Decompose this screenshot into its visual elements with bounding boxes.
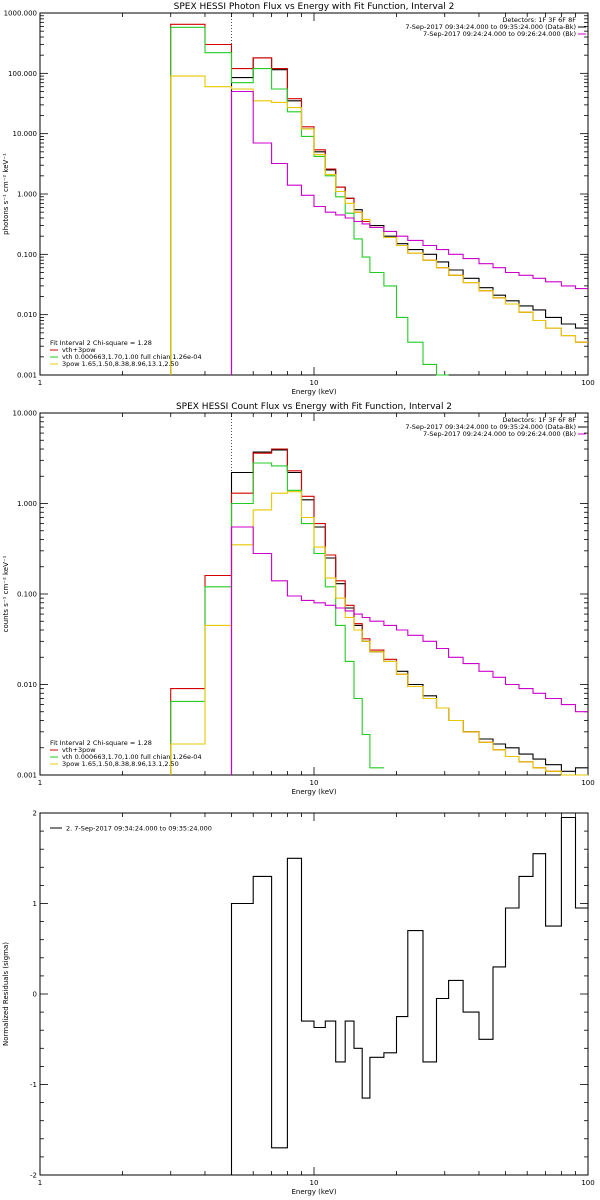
legend-text-residual: 2. 7-Sep-2017 09:34:24.000 to 09:35:24.0…: [66, 825, 212, 833]
info-text-top: 7-Sep-2017 09:34:24.000 to 09:35:24.000 …: [405, 23, 576, 31]
x-tick-label: 10: [310, 779, 319, 787]
legend-text: vth+3pow: [62, 346, 96, 354]
y-tick-label: -2: [30, 1172, 37, 1180]
y-tick-label: 1.000: [17, 500, 37, 508]
y-tick-label: 1: [33, 900, 37, 908]
legend-text: vth+3pow: [62, 746, 96, 754]
series-histogram-000000: [230, 816, 589, 1175]
series-histogram-cc00cc: [230, 526, 588, 775]
info-text-top: 7-Sep-2017 09:24:24.000 to 09:26:24.000 …: [423, 30, 576, 38]
x-tick-label: 100: [581, 1179, 594, 1187]
y-axis-label: photons s⁻¹ cm⁻² keV⁻¹: [2, 153, 10, 235]
info-text-top: Detectors: 1F 3F 6F 8F: [502, 416, 576, 424]
series-histogram-cc00cc: [230, 90, 588, 375]
info-text-top: 7-Sep-2017 09:24:24.000 to 09:26:24.000 …: [423, 430, 576, 438]
legend-text: vth 0.000663,1.70,1.00 full chian 1.26e-…: [62, 753, 202, 761]
y-tick-label: -1: [30, 1081, 37, 1089]
residuals-panel: 1 10 100 -2 -1 0 1 2 Energy (keV) Normalized Resi…: [2, 810, 595, 1197]
y-tick-label: 10.000: [13, 410, 38, 418]
y-tick-label: 0.001: [17, 372, 37, 380]
info-text-top: Detectors: 1F 3F 6F 8F: [502, 16, 576, 24]
count-flux-panel: 1 10 100 0.001 0.010 0.100 1.000 10.000 SPEX HES…: [2, 402, 595, 796]
y-tick-label: 0.100: [17, 251, 37, 259]
legend-text: vth 0.000663,1.70,1.00 full chian 1.26e-…: [62, 353, 202, 361]
legend-text: 3pow 1.65,1.50,8.38,8.96,13.1,2.50: [62, 360, 179, 368]
fit-info-text: Fit Interval 2 Chi-square = 1.28: [50, 339, 152, 347]
info-text-top: 7-Sep-2017 09:34:24.000 to 09:35:24.000 …: [405, 423, 576, 431]
y-axis-label: Normalized Residuals (sigma): [2, 942, 10, 1046]
y-tick-label: 0: [33, 991, 37, 999]
x-axis-label: Energy (keV): [291, 388, 336, 396]
x-axis-label: Energy (keV): [291, 1188, 336, 1196]
legend-text: 3pow 1.65,1.50,8.38,8.96,13.1,2.50: [62, 760, 179, 768]
y-tick-label: 10.000: [13, 130, 38, 138]
y-tick-label: 100.000: [8, 70, 37, 78]
y-tick-label: 1000.000: [4, 10, 37, 18]
x-tick-label: 1: [38, 1179, 42, 1187]
y-tick-label: 1.000: [17, 191, 37, 199]
chart-title: SPEX HESSI Count Flux vs Energy with Fit…: [176, 402, 452, 412]
y-tick-label: 2: [33, 810, 37, 818]
x-tick-label: 10: [310, 1179, 319, 1187]
series-histogram-e6c800: [170, 75, 588, 375]
fit-info-text: Fit Interval 2 Chi-square = 1.28: [50, 739, 152, 747]
x-tick-label: 1: [38, 779, 42, 787]
y-tick-label: 0.001: [17, 772, 37, 780]
y-tick-label: 0.010: [17, 311, 37, 319]
series-histogram-e6c800: [170, 491, 588, 776]
x-tick-label: 10: [310, 379, 319, 387]
x-axis-label: Energy (keV): [291, 788, 336, 796]
x-tick-label: 100: [581, 779, 594, 787]
y-tick-label: 0.100: [17, 591, 37, 599]
series-histogram-22cc22: [170, 26, 449, 376]
photon-flux-panel: 1 10 100 0.001 0.010 0.100 1.000 10.000 100.000 1…: [2, 2, 595, 396]
y-tick-label: 0.010: [17, 681, 37, 689]
x-tick-label: 100: [581, 379, 594, 387]
x-tick-label: 1: [38, 379, 42, 387]
chart-title: SPEX HESSI Photon Flux vs Energy with Fi…: [174, 2, 455, 12]
y-axis-label: counts s⁻¹ cm⁻² keV⁻¹: [2, 555, 10, 632]
